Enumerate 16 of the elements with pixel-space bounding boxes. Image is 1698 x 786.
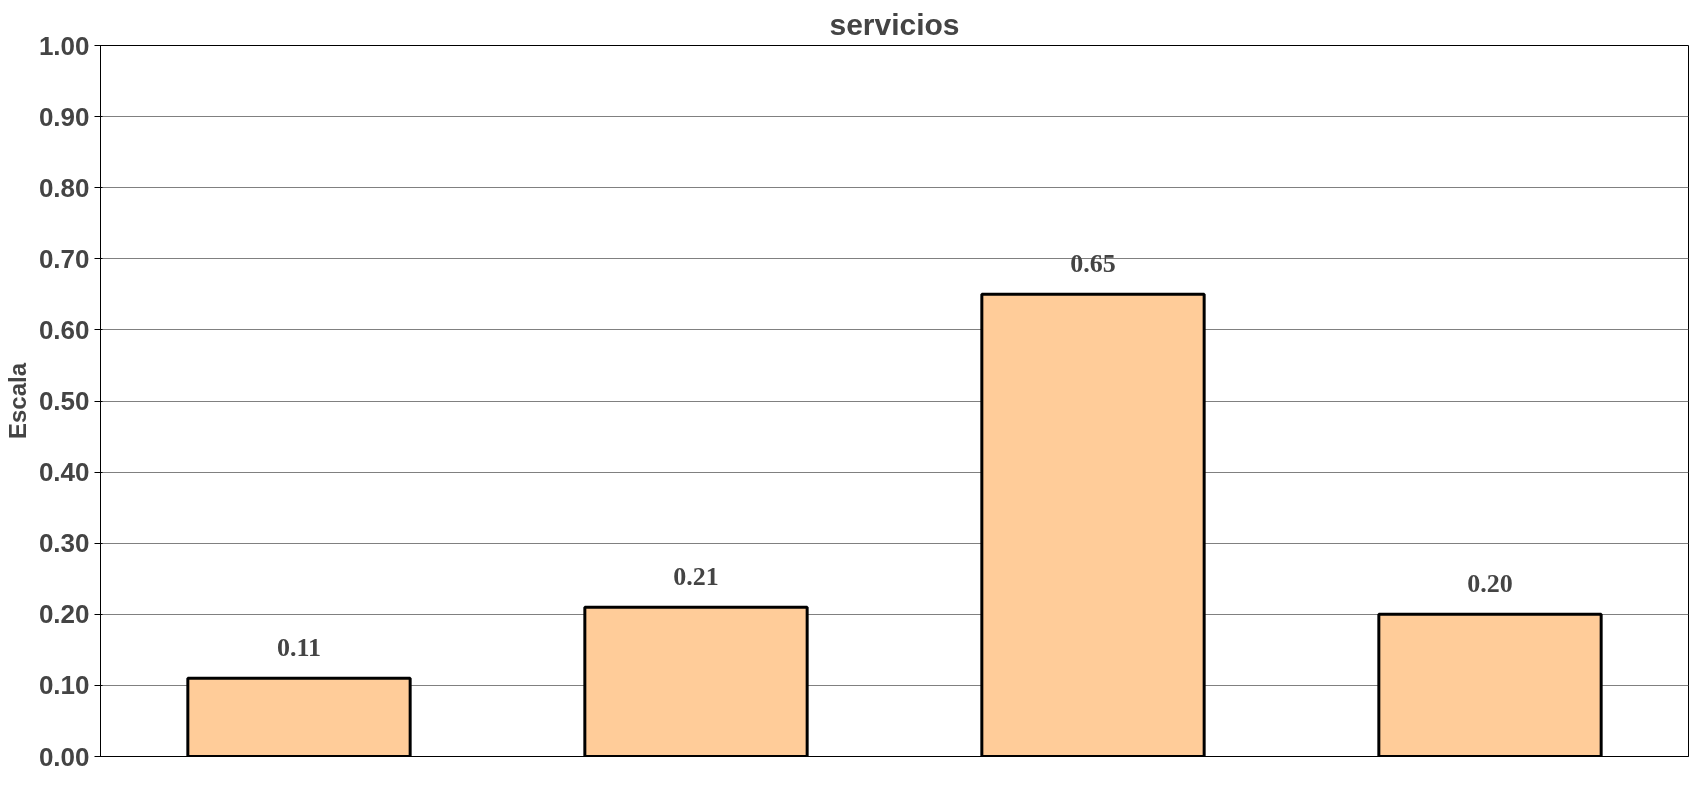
y-tick-label: 0.60	[38, 314, 90, 345]
y-tick-label: 0.40	[38, 457, 90, 488]
chart-title: servicios	[829, 7, 960, 41]
y-axis-title: Escala	[3, 362, 31, 440]
y-tick-label: 0.50	[38, 386, 90, 416]
y-tick-label: 0.20	[38, 599, 90, 630]
data-label: 0.11	[276, 633, 322, 663]
data-label: 0.21	[673, 562, 719, 592]
y-tick-label: 0.80	[38, 172, 90, 203]
y-tick-label: 0.90	[38, 101, 90, 132]
y-tick-label: 0.00	[38, 741, 90, 772]
y-tick-label: 0.10	[38, 670, 90, 701]
y-tick-label: 1.00	[38, 30, 90, 61]
y-tick-label: 0.70	[38, 243, 90, 274]
data-label: 0.20	[1467, 569, 1513, 599]
y-tick-label: 0.30	[38, 528, 90, 559]
